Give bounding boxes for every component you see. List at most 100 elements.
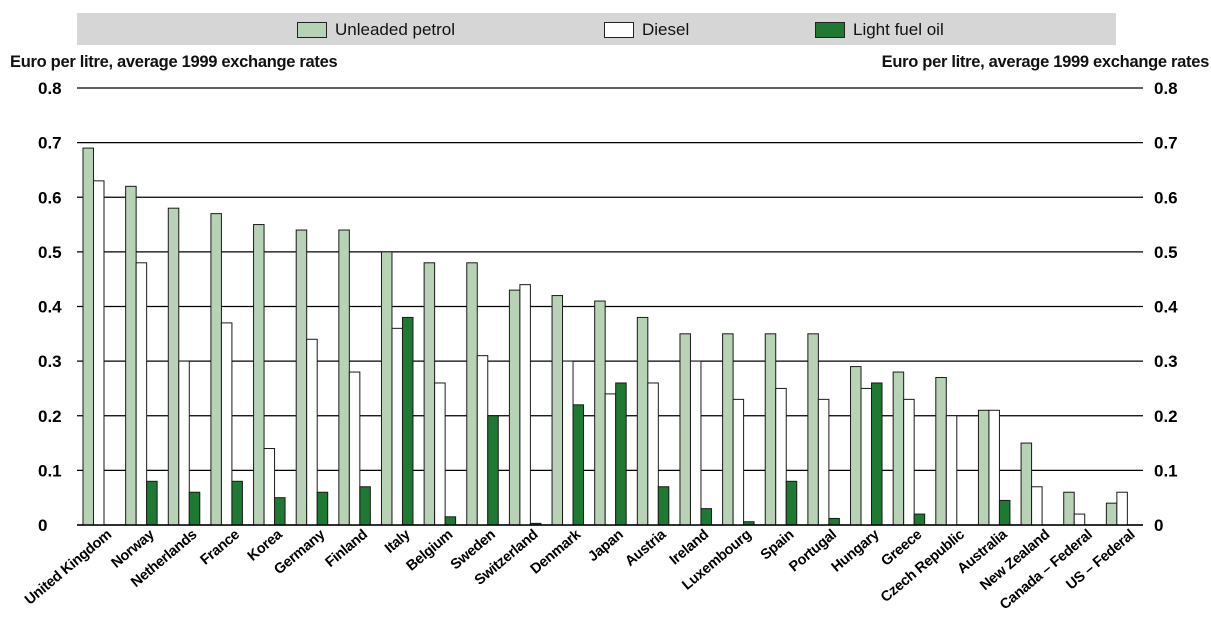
bar-unleaded-petrol-hungary	[850, 366, 862, 526]
bar-diesel-netherlands	[178, 360, 190, 526]
bar-light-fuel-oil-france	[231, 480, 243, 526]
bar-unleaded-petrol-switzerland	[508, 289, 521, 526]
x-tick-label-italy: Italy	[382, 527, 414, 557]
bar-unleaded-petrol-germany	[295, 229, 308, 526]
bar-diesel-ireland	[689, 360, 702, 526]
bar-light-fuel-oil-hungary	[871, 382, 883, 526]
right-axis-title: Euro per litre, average 1999 exchange ra…	[881, 53, 1210, 71]
bar-unleaded-petrol-austria	[636, 316, 649, 526]
bar-diesel-switzerland	[519, 284, 531, 526]
y-tick-label-right: 0.7	[1154, 134, 1178, 153]
y-tick-label-left: 0.2	[38, 407, 62, 426]
bar-unleaded-petrol-denmark	[551, 295, 564, 526]
x-tick-label-france: France	[197, 527, 243, 569]
bar-unleaded-petrol-united-kingdom	[82, 147, 94, 526]
bar-unleaded-petrol-norway	[125, 185, 137, 526]
x-tick-label-united-kingdom: United Kingdom	[22, 527, 115, 609]
x-tick-label-austria: Austria	[622, 526, 670, 570]
bar-diesel-portugal	[817, 398, 830, 526]
x-tick-label-japan: Japan	[585, 527, 626, 565]
bar-light-fuel-oil-germany	[316, 491, 329, 526]
bar-unleaded-petrol-australia	[977, 409, 990, 526]
bar-light-fuel-oil-norway	[146, 480, 158, 526]
bar-unleaded-petrol-luxembourg	[722, 333, 734, 526]
bar-unleaded-petrol-portugal	[807, 333, 819, 526]
bar-diesel-hungary	[860, 387, 873, 526]
bar-diesel-canada-federal	[1073, 513, 1086, 526]
bar-diesel-australia	[988, 409, 1000, 526]
y-tick-label-left: 0	[38, 516, 47, 535]
bar-diesel-germany	[306, 338, 318, 526]
bar-unleaded-petrol-korea	[253, 224, 265, 526]
y-tick-label-right: 0	[1154, 516, 1163, 535]
bar-diesel-finland	[348, 371, 361, 526]
legend-swatch-unleaded-petrol	[297, 22, 327, 38]
bar-light-fuel-oil-ireland	[700, 508, 712, 526]
x-tick-label-hungary: Hungary	[829, 527, 883, 576]
bar-diesel-spain	[775, 387, 787, 526]
bar-light-fuel-oil-korea	[274, 497, 286, 526]
legend-label-light-fuel-oil: Light fuel oil	[853, 20, 944, 39]
bar-unleaded-petrol-italy	[380, 251, 393, 526]
legend: Unleaded petrol Diesel Light fuel oil	[77, 13, 1116, 45]
bar-light-fuel-oil-austria	[657, 486, 670, 526]
y-tick-label-right: 0.2	[1154, 407, 1178, 426]
bar-diesel-japan	[604, 393, 617, 526]
bar-diesel-luxembourg	[732, 398, 745, 526]
bar-diesel-denmark	[562, 360, 574, 526]
bar-light-fuel-oil-japan	[615, 382, 627, 526]
bar-unleaded-petrol-ireland	[679, 333, 691, 526]
x-tick-label-belgium: Belgium	[404, 527, 457, 575]
y-tick-label-left: 0.5	[38, 243, 62, 262]
bar-light-fuel-oil-spain	[785, 480, 798, 526]
bar-unleaded-petrol-spain	[764, 333, 777, 526]
legend-swatch-diesel	[604, 22, 634, 38]
bar-unleaded-petrol-greece	[892, 371, 905, 526]
bar-unleaded-petrol-sweden	[466, 262, 478, 526]
y-tick-label-left: 0.8	[38, 79, 62, 98]
bar-diesel-austria	[647, 382, 659, 526]
legend-swatch-light-fuel-oil	[815, 22, 845, 38]
bar-unleaded-petrol-finland	[338, 229, 350, 526]
x-tick-label-finland: Finland	[323, 527, 371, 571]
bar-light-fuel-oil-denmark	[572, 404, 585, 526]
bar-diesel-sweden	[476, 355, 489, 526]
legend-item-diesel: Diesel	[604, 20, 689, 40]
y-tick-label-right: 0.3	[1154, 352, 1178, 371]
bar-unleaded-petrol-us-federal	[1105, 502, 1118, 526]
y-tick-label-right: 0.5	[1154, 243, 1178, 262]
bar-unleaded-petrol-czech-republic	[935, 377, 947, 526]
bar-diesel-italy	[391, 327, 403, 526]
y-tick-label-right: 0.8	[1154, 79, 1178, 98]
y-tick-label-right: 0.6	[1154, 188, 1178, 207]
bar-unleaded-petrol-netherlands	[167, 207, 180, 526]
bar-diesel-czech-republic	[945, 415, 958, 526]
bar-light-fuel-oil-belgium	[444, 516, 457, 526]
y-tick-label-left: 0.7	[38, 134, 62, 153]
y-tick-label-left: 0.4	[38, 298, 62, 317]
y-tick-label-left: 0.3	[38, 352, 62, 371]
y-tick-label-right: 0.1	[1154, 461, 1178, 480]
legend-item-light-fuel-oil: Light fuel oil	[815, 20, 944, 40]
legend-item-unleaded-petrol: Unleaded petrol	[297, 20, 455, 40]
bar-light-fuel-oil-australia	[998, 499, 1011, 526]
y-tick-label-left: 0.1	[38, 461, 62, 480]
bar-diesel-korea	[263, 448, 276, 526]
bar-light-fuel-oil-netherlands	[188, 491, 201, 526]
bar-unleaded-petrol-belgium	[423, 262, 436, 526]
bar-light-fuel-oil-finland	[359, 486, 371, 526]
bar-diesel-norway	[135, 262, 148, 526]
bar-diesel-greece	[903, 398, 915, 526]
bar-light-fuel-oil-sweden	[487, 415, 499, 526]
y-tick-label-left: 0.6	[38, 188, 62, 207]
bar-diesel-us-federal	[1116, 491, 1128, 526]
y-tick-label-right: 0.4	[1154, 298, 1178, 317]
legend-label-diesel: Diesel	[642, 20, 690, 39]
bar-unleaded-petrol-japan	[594, 300, 606, 526]
bar-diesel-france	[220, 322, 233, 526]
bar-light-fuel-oil-greece	[913, 513, 926, 526]
bar-unleaded-petrol-france	[210, 213, 222, 526]
bar-light-fuel-oil-portugal	[828, 517, 840, 526]
bar-light-fuel-oil-italy	[401, 316, 414, 526]
